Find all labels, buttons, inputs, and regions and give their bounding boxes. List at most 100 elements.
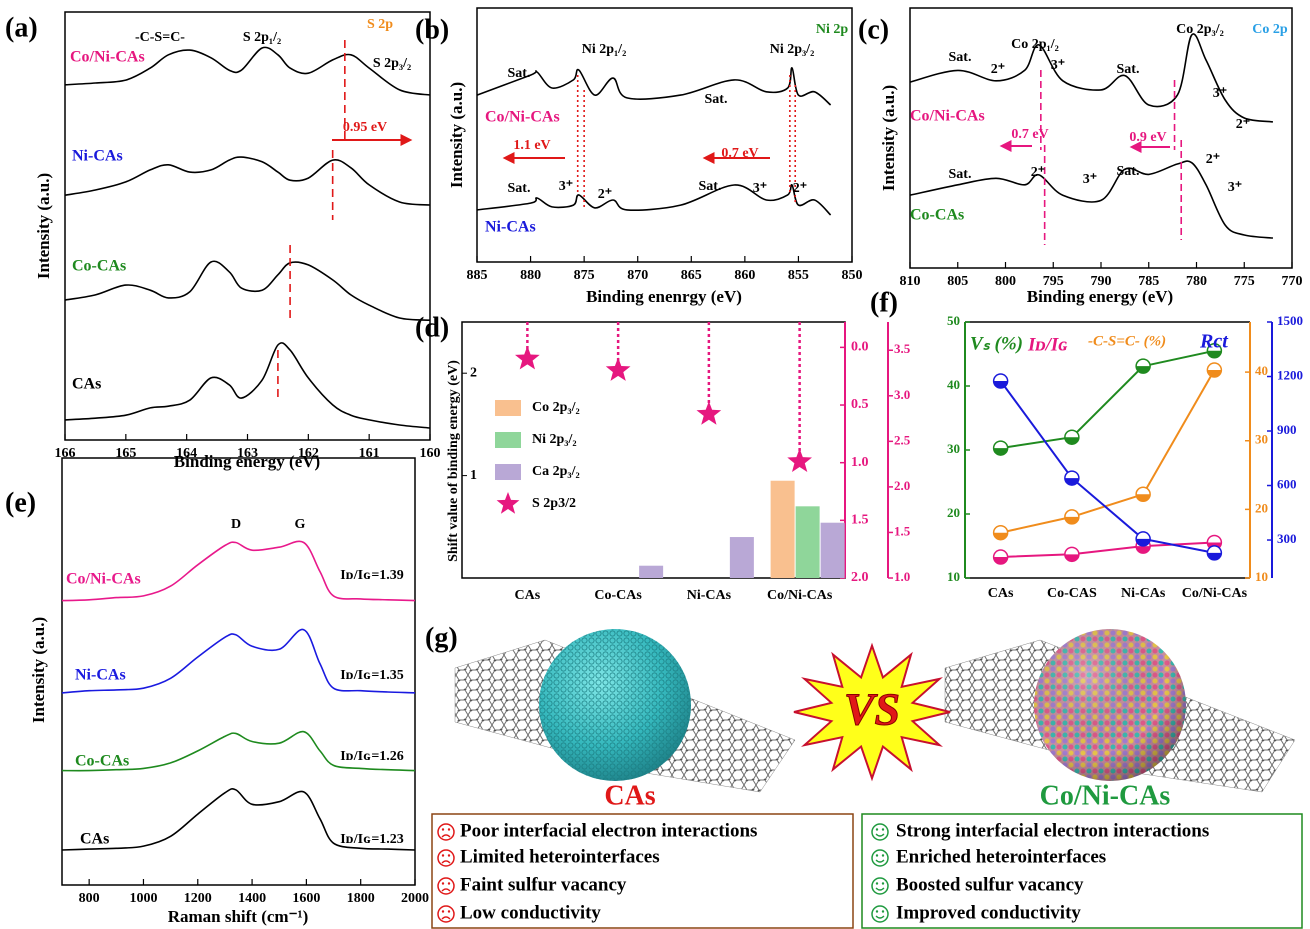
y3-tick-label: 40 (1255, 363, 1268, 378)
x-tick-label: 1200 (184, 891, 212, 906)
legend-swatch (495, 432, 521, 448)
x-tick-label: 165 (115, 446, 136, 461)
annotation: Iᴅ/Iɢ=1.35 (340, 668, 404, 683)
bar (796, 506, 820, 578)
panel-label: (f) (870, 287, 898, 318)
y2-tick-label: 1.0 (894, 569, 910, 584)
half-marker (1136, 359, 1150, 373)
right-item: Enriched heterointerfaces (896, 846, 1106, 867)
y2-tick-label: 1.5 (851, 513, 869, 528)
face-eye (876, 910, 878, 912)
y2-tick-label: 2.0 (851, 570, 869, 585)
half-marker (1065, 510, 1079, 524)
face-eye (442, 854, 444, 856)
face-eye (448, 854, 450, 856)
panel-label: (a) (5, 12, 38, 43)
annotation: 3⁺ (559, 179, 573, 194)
y4-tick-label: 300 (1277, 531, 1297, 546)
right-item: Improved conductivity (896, 902, 1081, 923)
face-eye (882, 910, 884, 912)
bar (730, 537, 754, 578)
x-tick-label: Ni-CAs (687, 588, 732, 603)
face-eye (876, 854, 878, 856)
x-tick-label: 800 (995, 274, 1016, 289)
annotation: 2⁺ (1206, 152, 1220, 167)
left-item: Faint sulfur vacancy (460, 874, 627, 895)
legend-label: Iᴅ/Iɢ (1027, 334, 1068, 355)
annotation: 0.7 eV (1011, 127, 1048, 142)
annotation: Sat. (1117, 164, 1140, 179)
y4-tick-label: 600 (1277, 477, 1297, 492)
half-marker (1136, 532, 1150, 546)
y-tick-label: 30 (947, 441, 960, 456)
annotation: Ni 2p₃/₂ (770, 42, 815, 57)
x-axis-label: Binding energy (eV) (174, 452, 320, 471)
y-tick-label: 20 (947, 505, 960, 520)
annotation: 1.1 eV (513, 138, 550, 153)
legend-label: -C-S=C- (%) (1088, 333, 1166, 349)
left-item: Limited heterointerfaces (460, 846, 660, 867)
particle-atoms (539, 629, 691, 781)
legend-label: Co 2p₃/₂ (532, 400, 580, 415)
series-label: Co/Ni-CAs (66, 571, 141, 588)
y-axis-label: Shift value of binding energy (eV) (446, 360, 461, 562)
annotation: Sat. (949, 50, 972, 65)
y-axis-label: Intensity (a.u.) (29, 617, 48, 723)
x-tick-label: 865 (681, 268, 702, 283)
annotation: S 2p₃/₂ (373, 56, 411, 71)
y2-tick-label: 1.0 (851, 455, 869, 470)
series-label: Ni-CAs (75, 667, 126, 684)
series-label: Co-CAs (910, 207, 964, 224)
series-label: Ni-CAs (485, 219, 536, 236)
vs-label: VS (844, 684, 900, 735)
particle-shade (1034, 629, 1186, 781)
series-label: Co-CAs (75, 753, 129, 770)
annotation: Iᴅ/Iɢ=1.26 (340, 749, 404, 764)
annotation: 2⁺ (793, 181, 807, 196)
y3-tick-label: 20 (1255, 500, 1268, 515)
y4-tick-label: 900 (1277, 422, 1297, 437)
x-tick-label: 166 (55, 446, 76, 461)
legend-label: Rct (1199, 331, 1229, 353)
right-title: Co/Ni-CAs (1040, 780, 1171, 811)
x-tick-label: 850 (842, 268, 863, 283)
left-item: Low conductivity (460, 902, 601, 923)
x-tick-label: 800 (79, 891, 100, 906)
legend-swatch (495, 400, 521, 416)
half-marker (1065, 430, 1079, 444)
face-eye (882, 828, 884, 830)
half-marker (1207, 546, 1221, 560)
y-tick-label: 10 (947, 569, 960, 584)
x-tick-label: 780 (1186, 274, 1207, 289)
half-marker (994, 526, 1008, 540)
y3-tick-label: 10 (1255, 569, 1268, 584)
annotation: D (231, 517, 241, 532)
face-eye (448, 882, 450, 884)
left-item: Poor interfacial electron interactions (460, 820, 757, 841)
legend-label: S 2p3/2 (532, 496, 576, 511)
series-label: CAs (80, 831, 109, 848)
annotation: 3⁺ (1213, 86, 1227, 101)
y2-tick-label: 0.5 (851, 397, 869, 412)
x-tick-label: 161 (359, 446, 380, 461)
y4-tick-label: 1500 (1277, 313, 1303, 328)
annotation: 0.7 eV (721, 146, 758, 161)
bar (771, 481, 795, 578)
series-label: Co-CAs (72, 258, 126, 275)
x-tick-label: 1000 (129, 891, 157, 906)
annotation: 2⁺ (1031, 165, 1045, 180)
half-marker (1065, 547, 1079, 561)
x-tick-label: CAs (515, 588, 541, 603)
x-tick-label: 2000 (401, 891, 429, 906)
annotation: 3⁺ (1051, 58, 1065, 73)
y-axis-label: Intensity (a.u.) (34, 173, 53, 279)
x-tick-label: 810 (900, 274, 921, 289)
half-marker (1065, 471, 1079, 485)
right-item: Boosted sulfur vacancy (896, 874, 1084, 895)
annotation: 3⁺ (1228, 180, 1242, 195)
x-tick-label: 1600 (292, 891, 320, 906)
annotation: Co 2p₁/₂ (1011, 37, 1059, 52)
series-label: Co/Ni-CAs (910, 108, 985, 125)
half-marker (1207, 363, 1221, 377)
legend-label: Ca 2p₃/₂ (532, 464, 580, 479)
